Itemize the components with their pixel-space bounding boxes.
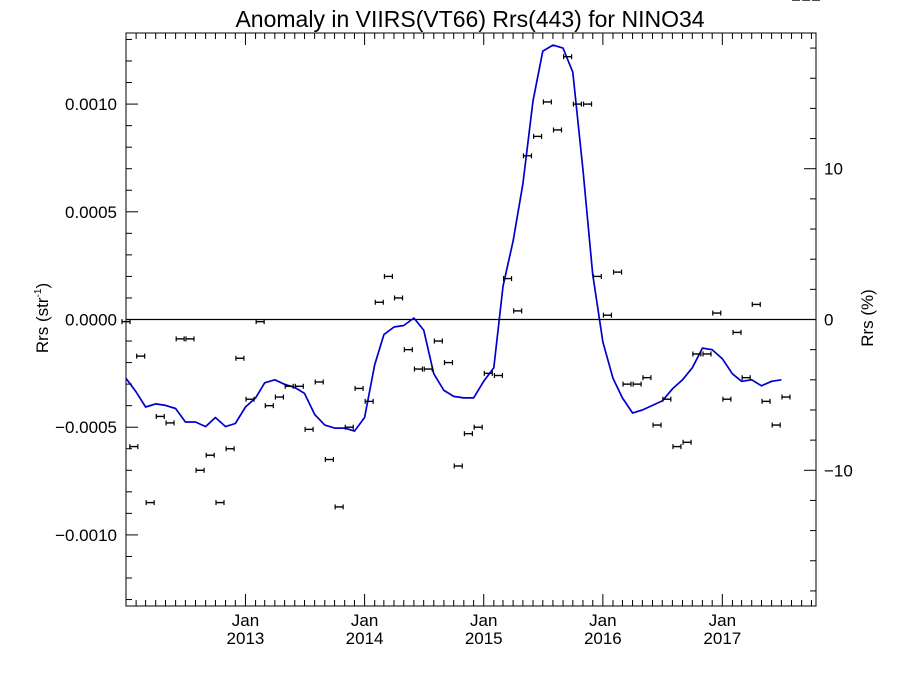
data-point — [672, 444, 682, 450]
data-point — [314, 379, 324, 385]
data-point — [692, 351, 702, 357]
y-axis-label-left-main: Rrs (str — [33, 297, 52, 353]
data-point — [413, 366, 424, 372]
data-point — [185, 336, 195, 342]
y-tick-label-right: −10 — [824, 461, 853, 480]
data-point — [423, 366, 433, 372]
y-tick-label-left: −0.0010 — [55, 526, 117, 545]
data-point — [264, 403, 274, 409]
data-point — [652, 422, 662, 428]
x-tick-label-month: Jan — [709, 611, 736, 630]
data-point — [145, 500, 155, 506]
data-point — [443, 360, 454, 366]
data-point — [483, 370, 493, 376]
x-tick-label-month: Jan — [351, 611, 378, 630]
y-tick-label-left: −0.0005 — [55, 418, 117, 437]
data-point — [155, 413, 165, 419]
data-point — [255, 319, 265, 325]
y-axis-label-left: Rrs (str-1) — [33, 283, 52, 353]
data-point — [165, 420, 175, 426]
data-point — [364, 398, 374, 404]
data-point — [632, 381, 642, 387]
x-tick-label-year: 2014 — [346, 629, 384, 648]
data-point — [374, 299, 384, 305]
data-point — [602, 312, 613, 318]
data-point — [215, 500, 225, 506]
data-point — [522, 153, 533, 159]
data-point — [563, 54, 573, 60]
data-point — [354, 385, 364, 391]
data-point — [751, 301, 761, 307]
data-point — [235, 355, 245, 361]
data-point — [572, 101, 583, 107]
data-point — [383, 273, 394, 279]
data-point — [344, 424, 354, 430]
data-point — [121, 319, 131, 325]
data-point — [582, 101, 593, 107]
x-tick-label-year: 2015 — [465, 629, 503, 648]
data-point — [324, 457, 334, 463]
x-tick-label-month: Jan — [470, 611, 497, 630]
plot-area: 0.0010 0.0005 0.0000 −0.0005 −0.0010 10 0 −10 Ja… — [55, 0, 853, 648]
data-point — [493, 373, 504, 379]
x-tick-label-year: 2013 — [227, 629, 265, 648]
data-point — [552, 127, 563, 133]
data-point — [473, 424, 483, 430]
data-point — [513, 308, 523, 314]
y-axis-label-left-close: ) — [33, 283, 52, 289]
data-point — [463, 431, 473, 437]
y-tick-label-left: 0.0000 — [65, 311, 117, 330]
y-tick-label-right: 0 — [824, 311, 833, 330]
x-tick-label-year: 2017 — [703, 629, 741, 648]
data-point — [702, 351, 712, 357]
data-point — [592, 273, 602, 279]
y-axis-label-left-exponent: -1 — [33, 288, 44, 297]
data-point — [502, 276, 513, 282]
data-point — [195, 467, 205, 473]
data-point — [175, 336, 185, 342]
y-axis-label-right: Rrs (%) — [858, 289, 877, 347]
data-point — [622, 381, 632, 387]
x-tick-label-year: 2016 — [584, 629, 622, 648]
data-point — [741, 375, 751, 381]
data-point — [542, 99, 552, 105]
y-tick-label-right: 10 — [824, 160, 843, 179]
data-point — [393, 295, 404, 301]
chart-title: Anomaly in VIIRS(VT66) Rrs(443) for NINO… — [235, 6, 704, 32]
data-point — [722, 396, 732, 402]
data-point — [642, 375, 652, 381]
data-point — [334, 504, 344, 510]
data-point — [682, 439, 692, 445]
data-point — [781, 394, 791, 400]
data-point — [433, 338, 443, 344]
data-point — [304, 426, 314, 432]
y-tick-label-left: 0.0005 — [65, 203, 117, 222]
data-point — [403, 347, 413, 353]
series-line-percent — [125, 44, 782, 432]
data-point — [225, 446, 235, 452]
data-point — [284, 383, 294, 389]
data-point — [136, 353, 146, 359]
data-point — [771, 422, 781, 428]
x-tick-label-month: Jan — [589, 611, 616, 630]
data-point — [612, 269, 623, 275]
data-point — [274, 394, 285, 400]
data-point — [453, 463, 463, 469]
data-point — [662, 396, 672, 402]
data-point — [205, 452, 215, 458]
data-point — [245, 396, 255, 402]
data-point — [129, 444, 139, 450]
data-point — [761, 398, 771, 404]
data-point — [732, 329, 742, 335]
y-tick-label-left: 0.0010 — [65, 95, 117, 114]
x-tick-label-month: Jan — [232, 611, 259, 630]
data-point — [712, 310, 722, 316]
data-point — [294, 383, 304, 389]
data-point — [532, 133, 543, 139]
